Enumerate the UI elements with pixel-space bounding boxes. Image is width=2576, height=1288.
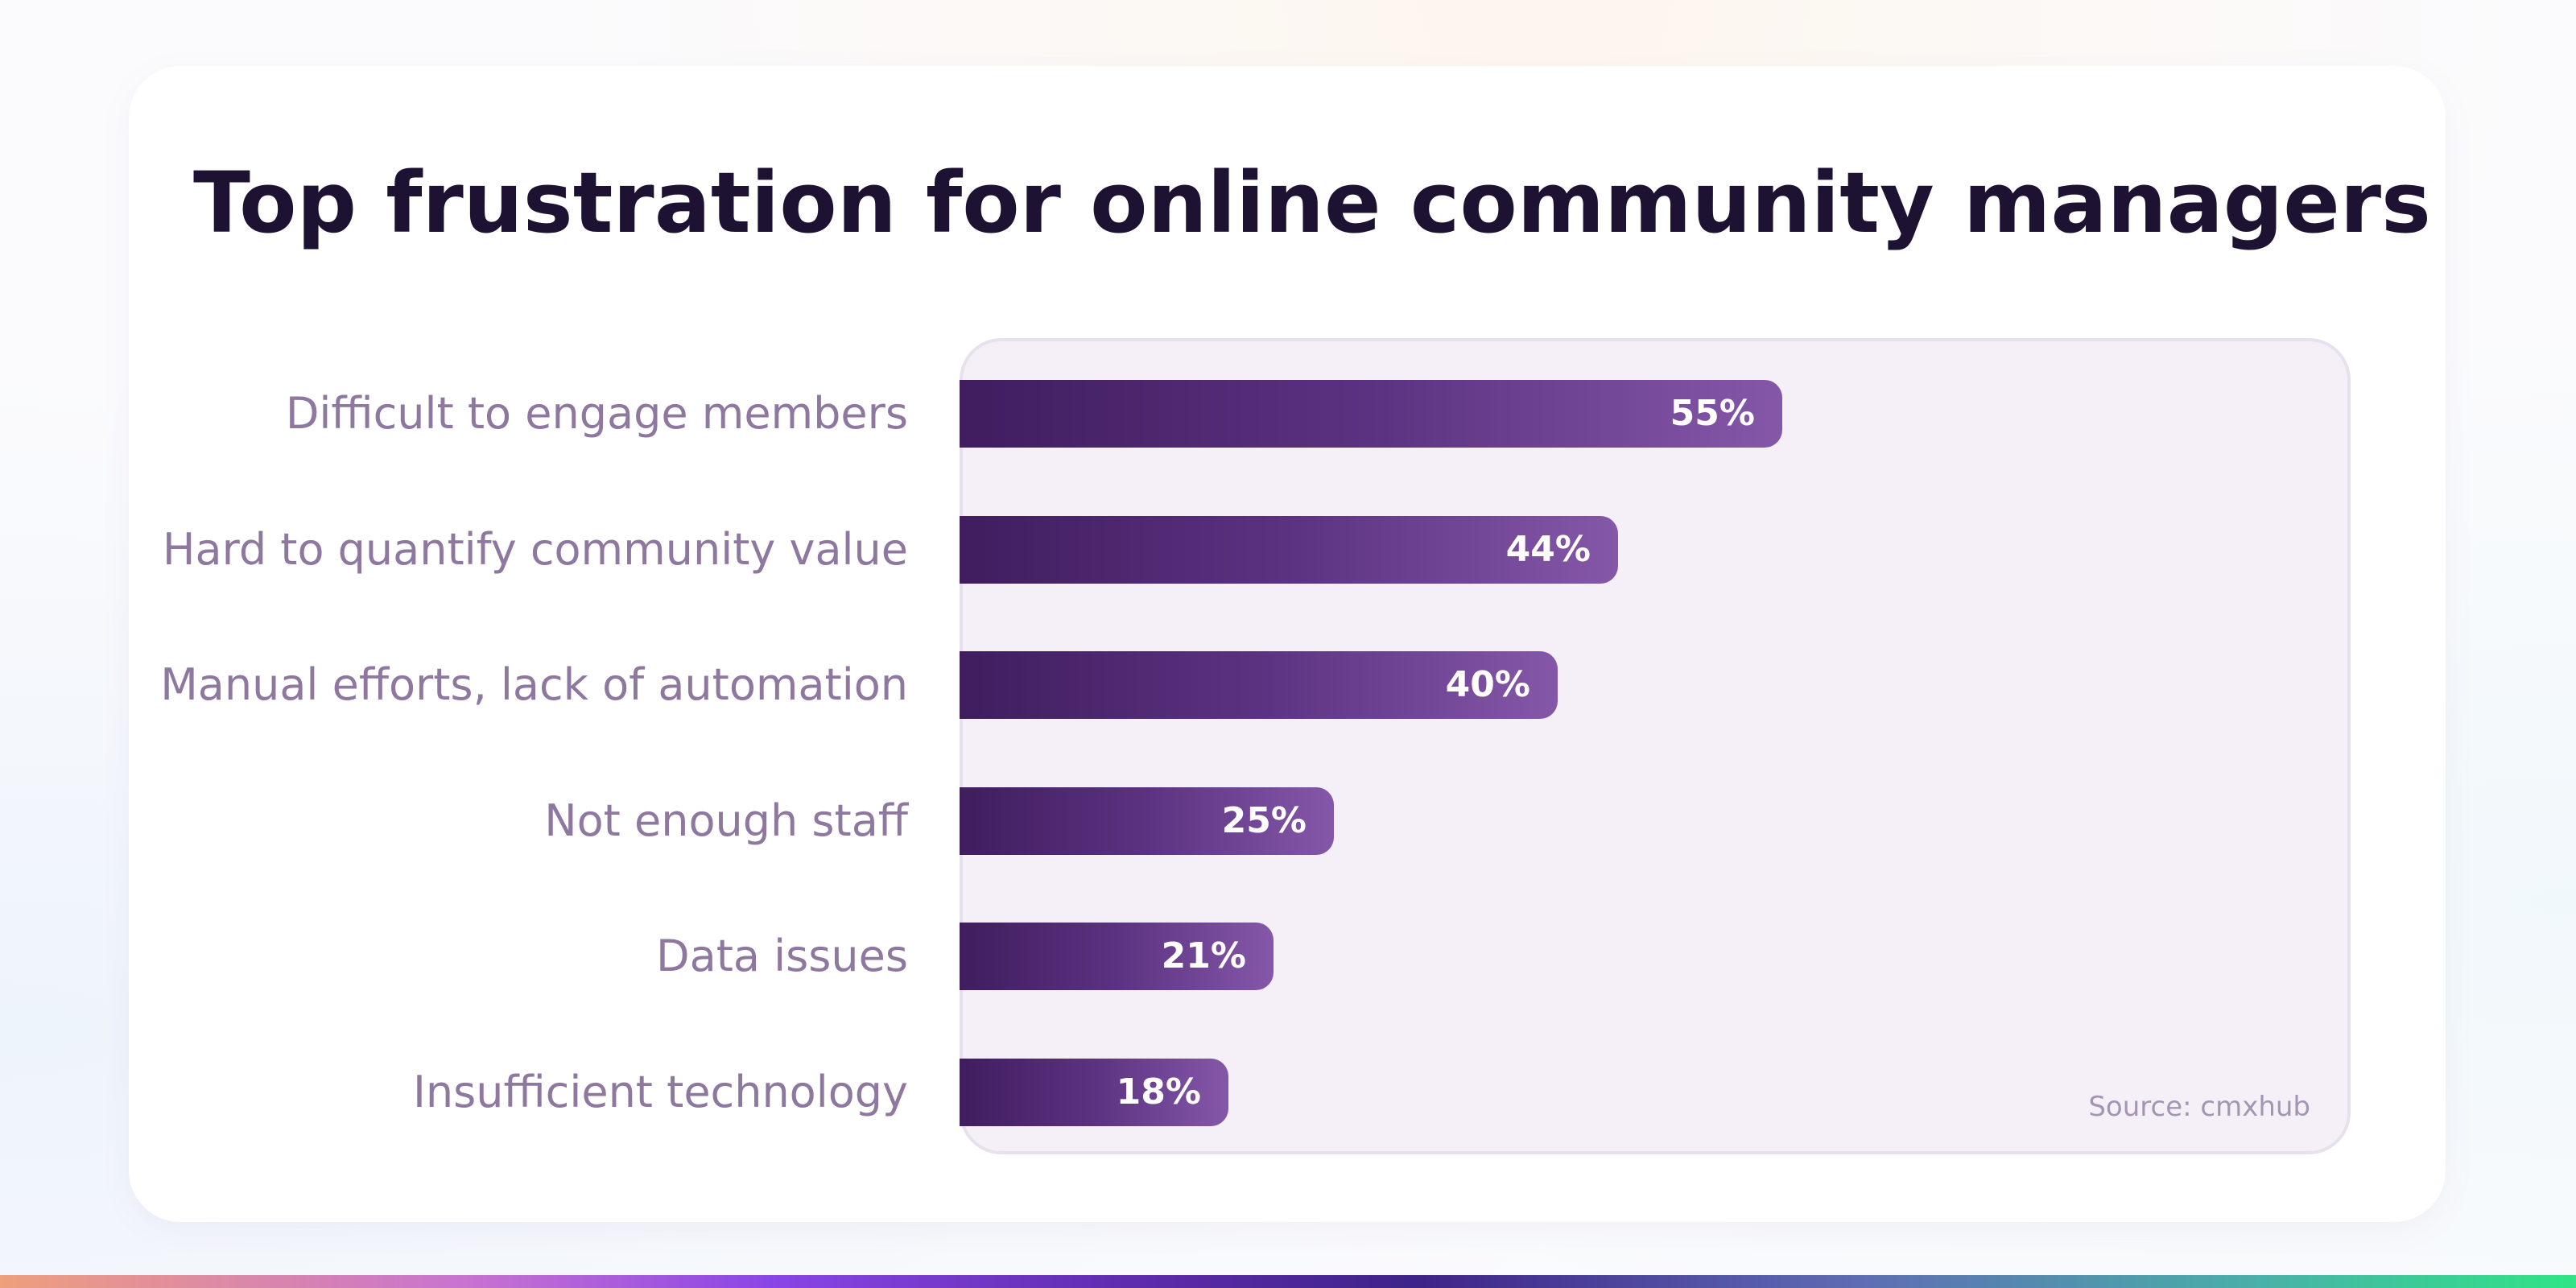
- bar-value-label: 25%: [1221, 800, 1307, 841]
- bar: [960, 923, 1274, 990]
- bar: [960, 651, 1558, 719]
- bar-value-label: 40%: [1445, 664, 1530, 705]
- bar-value-label: 44%: [1505, 529, 1591, 570]
- chart-title: Top frustration for online community man…: [193, 154, 2431, 252]
- category-label: Data issues: [656, 931, 908, 981]
- source-note: Source: cmxhub: [2088, 1091, 2310, 1123]
- category-label: Insufficient technology: [412, 1067, 908, 1117]
- plot-area: [960, 338, 2351, 1154]
- bar-value-label: 21%: [1161, 935, 1246, 976]
- bar-value-label: 18%: [1116, 1071, 1201, 1113]
- bar: [960, 1059, 1228, 1126]
- category-label: Not enough staff: [544, 795, 908, 846]
- bottom-gradient-strip: [0, 1275, 2576, 1288]
- bar: [960, 516, 1618, 584]
- bar-value-label: 55%: [1670, 393, 1755, 434]
- category-label: Difficult to engage members: [285, 388, 908, 439]
- category-label: Manual efforts, lack of automation: [160, 659, 908, 710]
- bar: [960, 380, 1782, 448]
- category-label: Hard to quantify community value: [162, 524, 908, 575]
- bar: [960, 787, 1334, 855]
